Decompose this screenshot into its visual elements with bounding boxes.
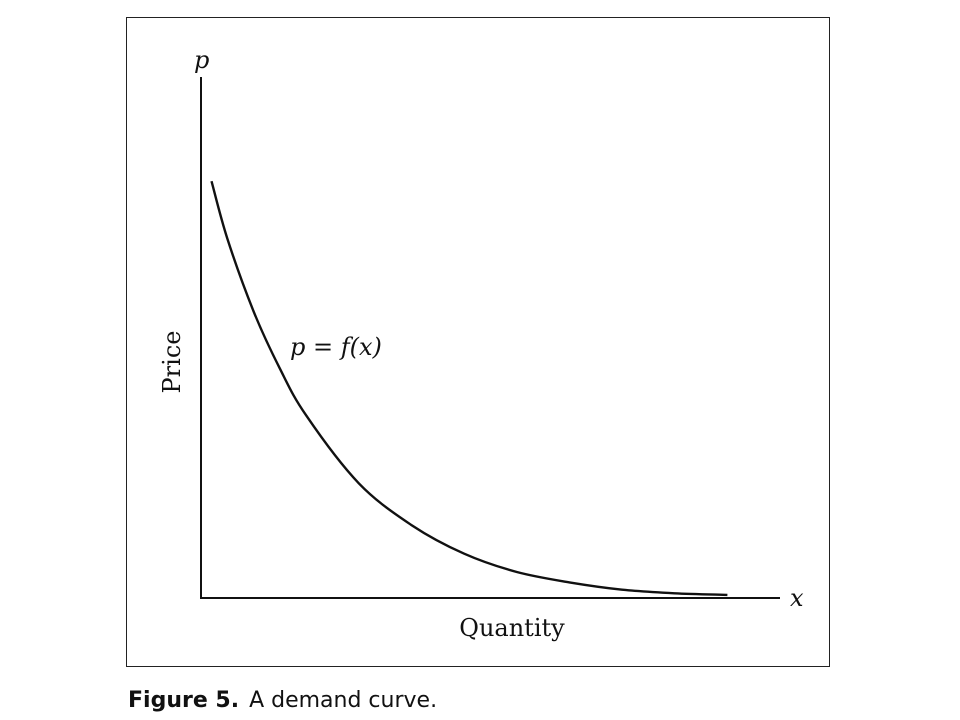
figure-frame	[126, 17, 830, 667]
curve-annotation: p = f(x)	[290, 333, 382, 361]
caption-label: Figure 5.	[128, 688, 240, 713]
x-axis-label: Quantity	[459, 614, 565, 642]
caption-text: A demand curve.	[249, 688, 438, 713]
plot-area: p x Price Quantity p = f(x)	[158, 46, 804, 642]
y-axis-label: Price	[158, 331, 186, 394]
figure-caption: Figure 5. A demand curve.	[128, 688, 437, 713]
demand-curve	[210, 180, 728, 597]
y-axis-symbol: p	[194, 46, 209, 74]
axes	[200, 77, 780, 599]
x-axis-symbol: x	[790, 584, 804, 612]
